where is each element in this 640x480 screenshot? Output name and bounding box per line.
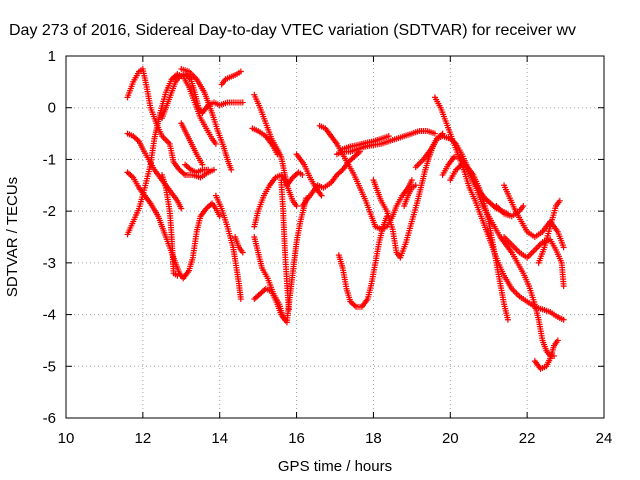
chart-title: Day 273 of 2016, Sidereal Day-to-day VTE…	[9, 22, 576, 39]
data-point	[174, 272, 181, 279]
x-tick-label: 18	[365, 430, 382, 447]
data-point	[293, 202, 300, 209]
data-point	[210, 166, 217, 173]
data-point	[216, 213, 223, 220]
data-point	[212, 140, 219, 147]
data-point	[299, 171, 306, 178]
y-tick-labels: -6 -5 -4 -3 -2 -1 0 1	[43, 48, 56, 427]
y-tick-label: -3	[43, 255, 56, 272]
axis-ticks	[65, 55, 605, 419]
data-point	[520, 202, 527, 209]
x-tick-label: 24	[596, 430, 613, 447]
data-point	[274, 151, 281, 158]
x-axis-label: GPS time / hours	[278, 458, 392, 475]
x-tick-label: 10	[58, 430, 75, 447]
x-tick-label: 16	[288, 430, 305, 447]
data-point	[318, 192, 325, 199]
data-point	[560, 283, 567, 290]
data-point	[431, 130, 438, 137]
data-point	[239, 99, 246, 106]
x-tick-label: 12	[135, 430, 152, 447]
data-point	[560, 316, 567, 323]
data-point	[228, 166, 235, 173]
data-points	[124, 65, 567, 372]
plot-frame	[65, 55, 605, 419]
y-tick-label: -1	[43, 151, 56, 168]
x-tick-label: 20	[442, 430, 459, 447]
data-point	[205, 166, 212, 173]
data-point	[412, 182, 419, 189]
data-point	[554, 337, 561, 344]
y-axis-label: SDTVAR / TECUs	[4, 177, 21, 297]
data-point	[237, 296, 244, 303]
y-tick-label: 0	[48, 100, 56, 117]
data-point	[239, 249, 246, 256]
data-point	[199, 161, 206, 168]
x-tick-label: 22	[519, 430, 536, 447]
data-point	[560, 244, 567, 251]
y-tick-label: 1	[48, 48, 56, 65]
data-point	[556, 197, 563, 204]
data-point	[408, 177, 415, 184]
data-point	[504, 316, 511, 323]
y-tick-label: -2	[43, 203, 56, 220]
y-tick-label: -6	[43, 410, 56, 427]
y-tick-label: -4	[43, 307, 56, 324]
data-point	[385, 133, 392, 140]
y-tick-label: -5	[43, 358, 56, 375]
x-tick-labels: 10 12 14 16 18 20 22 24	[58, 430, 613, 447]
grid-lines	[66, 56, 604, 418]
data-point	[282, 316, 289, 323]
x-tick-label: 14	[211, 430, 228, 447]
data-point	[285, 306, 292, 313]
data-point	[237, 68, 244, 75]
data-point	[178, 205, 185, 212]
